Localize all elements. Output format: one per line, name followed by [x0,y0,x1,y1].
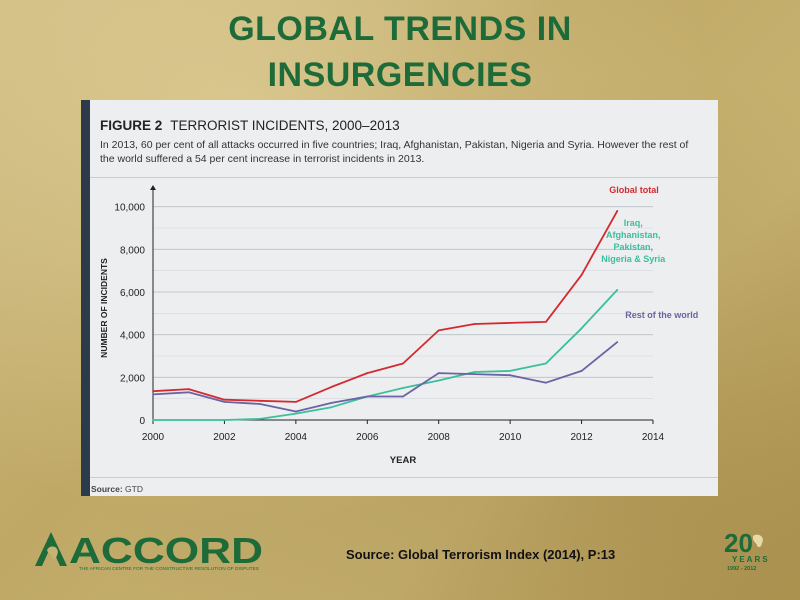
figure-caption: In 2013, 60 per cent of all attacks occu… [100,139,689,165]
data-point-rest-of-the-world [473,373,476,376]
anniversary-word: YEARS [732,555,770,564]
data-point-rest-of-the-world [259,403,262,405]
figure-divider-top [90,177,718,178]
data-point-rest-of-the-world [152,393,154,396]
accord-logo-a-icon [35,532,67,566]
figure-title: TERRORIST INCIDENTS, 2000–2013 [170,118,400,133]
data-point-rest-of-the-world [437,372,440,374]
data-point-iraq-afghanistan-pakistan-nigeria-syria [223,419,226,421]
data-point-rest-of-the-world [187,391,190,394]
slide-title-line-2: INSURGENCIES [267,56,533,94]
accord-logo: ACCORD THE AFRICAN CENTRE FOR THE CONSTR… [35,530,263,571]
series-line-global-total [152,210,619,403]
x-tick-label: 2012 [570,432,593,443]
y-axis-title: NUMBER OF INCIDENTS [99,258,109,358]
figure-source: Source: GTD [91,484,143,494]
data-point-iraq-afghanistan-pakistan-nigeria-syria [544,362,547,365]
series-label-line: Global total [609,185,659,195]
y-axis-arrow-icon [150,185,156,190]
x-tick-label: 2008 [428,432,451,443]
y-tick-label: 10,000 [114,203,145,214]
data-point-iraq-afghanistan-pakistan-nigeria-syria [402,387,404,389]
slide-title-line-1: GLOBAL TRENDS IN [228,10,572,48]
data-point-global-total [223,398,226,401]
data-point-global-total [259,399,262,402]
data-point-global-total [366,372,369,374]
x-tick-label: 2000 [142,432,165,443]
anniversary-dates: 1992 - 2012 [727,566,756,572]
axis-layer: 0 2,000 4,000 6,000 8,000 10,000 2000 2002 2004 2… [99,185,665,466]
series-label-rest-of-the-world: Rest of the world [625,310,698,320]
series-label-iraq-afghanistan-pakistan-nigeria-syria: Iraq, Afghanistan, Pakistan, Nigeria & Syri… [601,218,666,264]
x-tick-label: 2004 [285,432,308,443]
data-point-rest-of-the-world [544,381,547,384]
figure-number: FIGURE 2 [100,118,163,133]
label-layer: Global total Iraq, Afghanistan, Pakistan, Ni… [601,185,698,320]
y-tick-label: 8,000 [120,245,145,256]
figure-panel: FIGURE 2 TERRORIST INCIDENTS, 2000–2013 I… [81,100,718,496]
data-point-iraq-afghanistan-pakistan-nigeria-syria [330,406,333,409]
x-tick-label: 2010 [499,432,522,443]
series-label-line: Rest of the world [625,310,698,320]
accord-logo-text: ACCORD [69,530,263,571]
data-point-global-total [402,362,404,365]
data-point-global-total [509,322,512,324]
data-point-global-total [330,386,333,388]
series-line-iraq-afghanistan-pakistan-nigeria-syria [153,289,618,421]
figure-divider-bottom [90,477,718,478]
data-point-iraq-afghanistan-pakistan-nigeria-syria [152,419,154,421]
data-point-iraq-afghanistan-pakistan-nigeria-syria [259,418,262,420]
data-point-global-total [616,210,619,212]
x-axis-title: YEAR [390,455,417,466]
data-point-iraq-afghanistan-pakistan-nigeria-syria [473,371,476,373]
source-note: Source: Global Terrorism Index (2014), P… [346,547,616,562]
series-label-line: Afghanistan, [606,230,661,240]
x-tick-label: 2006 [356,432,379,443]
data-point-global-total [544,320,547,323]
data-point-iraq-afghanistan-pakistan-nigeria-syria [437,379,440,382]
line-chart: 0 2,000 4,000 6,000 8,000 10,000 2000 2002 2004 2… [99,185,698,466]
series-label-line: Iraq, [624,218,643,228]
figure-accent-bar [81,100,90,496]
africa-map-small-icon [753,534,763,548]
y-tick-label: 0 [139,416,145,427]
series-label-line: Pakistan, [614,242,654,252]
data-point-rest-of-the-world [509,374,512,377]
series-label-line: Nigeria & Syria [601,254,666,264]
data-point-global-total [152,390,154,393]
accord-logo-subtitle: THE AFRICAN CENTRE FOR THE CONSTRUCTIVE … [79,566,259,571]
data-point-global-total [437,329,440,332]
figure-heading: FIGURE 2 TERRORIST INCIDENTS, 2000–2013 [100,118,400,133]
data-point-iraq-afghanistan-pakistan-nigeria-syria [580,327,583,330]
data-point-rest-of-the-world [402,395,404,398]
data-point-rest-of-the-world [580,370,583,372]
data-point-global-total [473,323,476,325]
data-point-iraq-afghanistan-pakistan-nigeria-syria [294,412,297,415]
y-tick-label: 6,000 [120,288,145,299]
x-tick-label: 2014 [642,432,665,443]
data-point-global-total [187,388,190,390]
data-point-rest-of-the-world [294,410,297,413]
slide-title: GLOBAL TRENDS IN INSURGENCIES [0,6,800,98]
series-label-global-total: Global total [609,185,659,195]
anniversary-logo: 20 YEARS 1992 - 2012 [724,528,770,572]
y-tick-label: 4,000 [120,331,145,342]
data-point-rest-of-the-world [330,402,333,404]
data-point-iraq-afghanistan-pakistan-nigeria-syria [616,288,619,291]
series-layer [152,210,619,421]
x-tick-label: 2002 [213,432,236,443]
africa-map-icon [47,546,58,560]
data-point-global-total [294,400,297,403]
y-tick-label: 2,000 [120,373,145,384]
series-line-rest-of-the-world [152,341,618,413]
data-point-iraq-afghanistan-pakistan-nigeria-syria [509,370,512,372]
anniversary-number: 20 [724,528,753,558]
data-point-rest-of-the-world [366,395,369,398]
data-point-rest-of-the-world [616,341,619,344]
data-point-rest-of-the-world [223,400,226,403]
figure-source-label: Source: [91,484,123,494]
data-point-global-total [580,274,583,276]
figure-source-value: GTD [125,484,143,494]
data-point-iraq-afghanistan-pakistan-nigeria-syria [187,419,190,421]
